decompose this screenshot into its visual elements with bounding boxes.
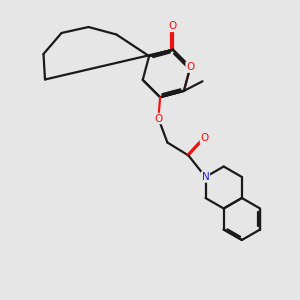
Text: N: N	[202, 172, 209, 182]
Text: O: O	[186, 62, 194, 72]
Text: O: O	[200, 133, 209, 143]
Text: O: O	[154, 113, 163, 124]
Text: O: O	[169, 21, 177, 31]
